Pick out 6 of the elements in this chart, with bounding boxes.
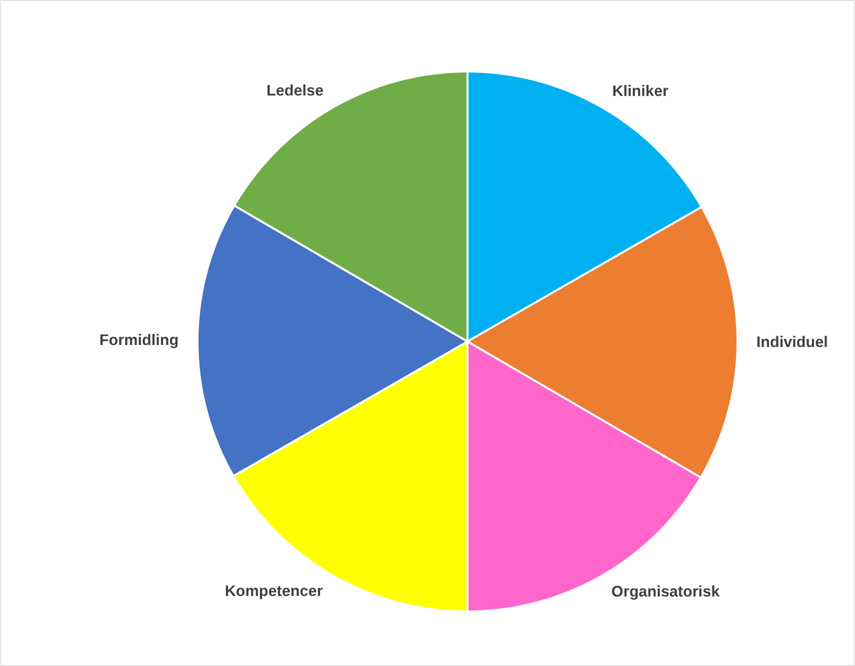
slice-label: Formidling: [99, 332, 179, 350]
slice-label: Individuel: [756, 334, 828, 351]
slice-label: Kompetencer: [224, 583, 323, 600]
slice-label: Kliniker: [612, 82, 668, 100]
slice-label: Ledelse: [266, 82, 324, 100]
slice-label: Organisatorisk: [611, 583, 720, 600]
